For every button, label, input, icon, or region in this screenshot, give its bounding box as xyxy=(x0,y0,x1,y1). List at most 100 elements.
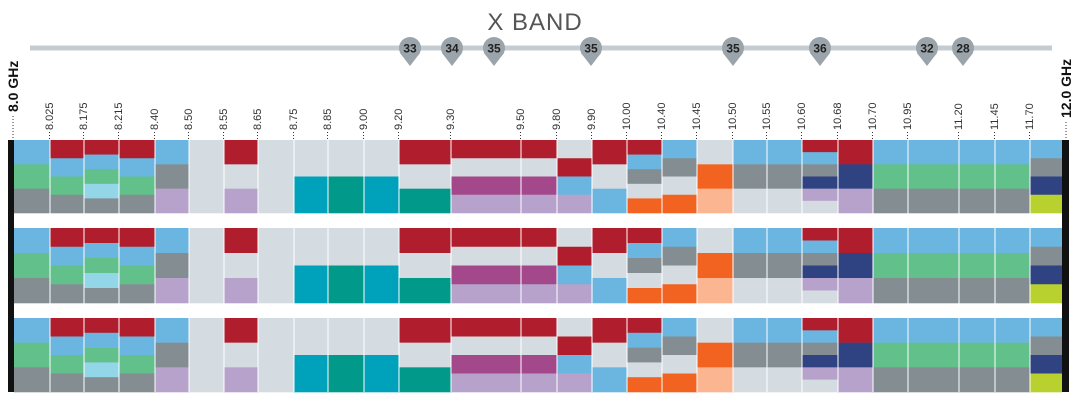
pin-marker xyxy=(952,37,974,59)
band-cell xyxy=(521,336,557,356)
freq-label: 11.20 xyxy=(953,103,965,130)
band-cell xyxy=(258,140,294,214)
band-cell xyxy=(364,176,399,214)
band-cell xyxy=(908,188,959,214)
band-cell xyxy=(838,278,873,304)
band-cell xyxy=(328,265,364,304)
band-cell xyxy=(119,318,155,337)
band-cell xyxy=(627,183,662,199)
band-cell xyxy=(224,278,258,304)
band-cell xyxy=(873,253,908,279)
band-cell xyxy=(873,228,908,254)
band-cell xyxy=(155,318,189,343)
freq-label: 9.20 xyxy=(393,109,405,130)
pin-marker xyxy=(916,37,938,59)
band-cell xyxy=(521,373,557,393)
band-cell xyxy=(838,367,873,393)
band-cell xyxy=(627,258,662,274)
freq-label: 10.68 xyxy=(832,102,844,130)
band-cell xyxy=(557,265,592,285)
band-cell xyxy=(662,355,697,374)
band-cell xyxy=(592,253,627,279)
band-cell xyxy=(733,188,767,214)
band-cell xyxy=(557,228,592,248)
band-cell xyxy=(592,188,627,214)
band-cell xyxy=(802,342,838,356)
band-cell xyxy=(521,284,557,304)
band-cell xyxy=(767,342,802,368)
band-cell xyxy=(294,228,328,266)
band-cell xyxy=(189,228,224,304)
band-cell xyxy=(838,140,873,165)
pin-marker xyxy=(399,37,421,59)
band-cell xyxy=(627,332,662,348)
band-cell xyxy=(1030,246,1062,266)
pin-label: 28 xyxy=(956,42,970,56)
band-cell xyxy=(908,164,959,189)
band-cell xyxy=(119,140,155,159)
band-cell xyxy=(451,355,521,374)
band-cell xyxy=(959,164,995,189)
band-cell xyxy=(84,332,119,348)
band-cell xyxy=(14,164,50,189)
start-label: 8.0 GHz xyxy=(5,61,21,112)
band-cell xyxy=(451,336,521,356)
freq-label: 8.50 xyxy=(183,109,195,130)
band-cell xyxy=(662,265,697,285)
band-cell xyxy=(451,284,521,304)
band-cell xyxy=(521,246,557,266)
band-cell xyxy=(873,318,908,343)
band-cell xyxy=(627,140,662,155)
band-cell xyxy=(521,318,557,337)
band-cell xyxy=(627,288,662,304)
band-cell xyxy=(224,253,258,279)
band-cell xyxy=(557,158,592,177)
freq-label: 8.175 xyxy=(78,102,90,130)
band-cell xyxy=(451,318,521,337)
band-cell xyxy=(50,265,84,285)
freq-label: 9.30 xyxy=(445,109,457,130)
band-cell xyxy=(155,228,189,254)
band-cell xyxy=(662,228,697,248)
band-cell xyxy=(802,278,838,291)
band-cell xyxy=(959,367,995,393)
band-cell xyxy=(995,140,1030,165)
band-cell xyxy=(838,188,873,214)
band-cell xyxy=(733,318,767,343)
pin-label: 35 xyxy=(726,42,740,56)
band-cell xyxy=(908,318,959,343)
pin-marker xyxy=(483,37,505,59)
pin-label: 36 xyxy=(813,42,827,56)
band-cell xyxy=(84,377,119,393)
band-cell xyxy=(328,176,364,214)
band-cell xyxy=(592,140,627,165)
band-cell xyxy=(84,140,119,155)
band-cell xyxy=(14,188,50,214)
band-cell xyxy=(662,373,697,393)
band-cell xyxy=(50,158,84,177)
band-cell xyxy=(557,318,592,337)
band-cell xyxy=(802,253,838,266)
band-cell xyxy=(1030,176,1062,196)
band-cell xyxy=(733,164,767,189)
band-cell xyxy=(733,140,767,165)
band-cell xyxy=(767,253,802,279)
band-cell xyxy=(557,355,592,374)
band-cell xyxy=(995,278,1030,304)
band-cell xyxy=(697,140,733,165)
band-cell xyxy=(995,188,1030,214)
band-cell xyxy=(662,284,697,304)
band-cell xyxy=(557,140,592,159)
band-cell xyxy=(662,318,697,337)
band-cell xyxy=(451,176,521,196)
band-cell xyxy=(155,188,189,214)
band-cell xyxy=(84,198,119,214)
start-bar xyxy=(8,140,14,392)
band-cell xyxy=(697,228,733,254)
band-cell xyxy=(84,258,119,274)
band-cell xyxy=(328,140,364,177)
band-cell xyxy=(399,253,451,279)
band-cell xyxy=(662,194,697,214)
band-cell xyxy=(959,140,995,165)
band-cell xyxy=(364,265,399,304)
